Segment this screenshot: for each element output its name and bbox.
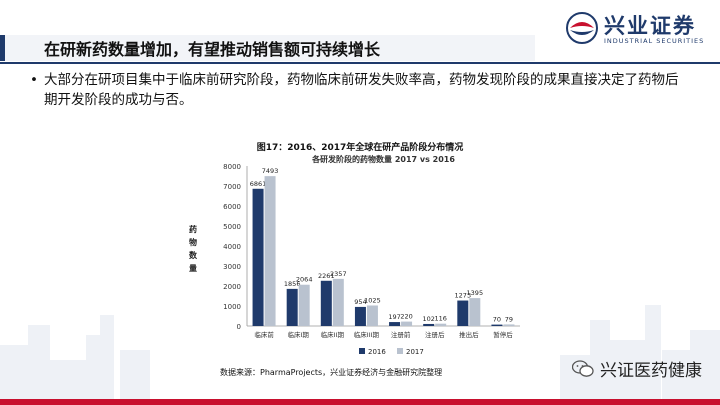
- header-divider: [0, 62, 720, 64]
- wechat-icon: [572, 359, 594, 377]
- data-label: 954: [354, 298, 366, 306]
- y-tick-label: 2000: [223, 283, 241, 291]
- bullet-point: • 大部分在研项目集中于临床前研究阶段，药物临床前研发失败率高，药物发现阶段的成…: [30, 70, 684, 110]
- bar-2017: [503, 324, 515, 326]
- y-tick-label: 5000: [223, 223, 241, 231]
- bar-2017: [264, 176, 276, 326]
- y-tick-label: 0: [237, 323, 241, 331]
- company-logo: 兴业证券 INDUSTRIAL SECURITIES: [566, 10, 706, 50]
- city-skyline-background: [0, 305, 720, 405]
- chart-title: 各研发阶段的药物数量 2017 vs 2016: [311, 154, 455, 164]
- y-tick-label: 7000: [223, 183, 241, 191]
- y-axis-label: 数: [189, 250, 198, 260]
- data-label: 2357: [330, 270, 347, 278]
- data-label: 2064: [296, 276, 313, 284]
- data-label: 70: [493, 316, 501, 324]
- wechat-watermark: 兴证医药健康: [572, 356, 702, 381]
- legend-label: 2017: [406, 348, 424, 356]
- logo-english-name: INDUSTRIAL SECURITIES: [604, 37, 705, 45]
- data-label: 79: [505, 315, 513, 323]
- bar-2016: [457, 300, 469, 326]
- x-tick-label: 注册后: [425, 330, 445, 339]
- data-label: 1273: [455, 292, 472, 300]
- data-label: 1395: [467, 289, 484, 297]
- y-axis-label: 量: [189, 263, 197, 273]
- slide-title: 在研新药数量增加，有望推动销售额可持续增长: [44, 40, 381, 59]
- data-label: 116: [434, 315, 446, 323]
- data-label: 6861: [250, 180, 267, 188]
- bullet-dot-icon: •: [30, 72, 38, 88]
- bar-2017: [298, 284, 310, 326]
- watermark-text: 兴证医药健康: [600, 361, 702, 381]
- bar-2016: [423, 323, 435, 326]
- slide-header: 在研新药数量增加，有望推动销售额可持续增长 兴业证券 INDUSTRIAL SE…: [0, 0, 720, 64]
- bar-2016: [252, 188, 264, 326]
- data-label: 102: [422, 315, 434, 323]
- y-tick-label: 6000: [223, 203, 241, 211]
- bar-2017: [401, 321, 413, 326]
- logo-chinese-name: 兴业证券: [604, 13, 696, 38]
- bar-chart: 各研发阶段的药物数量 2017 vs 2016 药物数量 0 1000 2000 3000…: [189, 154, 520, 356]
- x-tick-label: 临床III期: [354, 330, 380, 339]
- data-source: 数据来源：PharmaProjects，兴业证券经济与金融研究院整理: [220, 368, 443, 377]
- bar-2017: [469, 298, 481, 326]
- title-bar: [0, 35, 535, 61]
- data-label: 1856: [284, 280, 301, 288]
- data-label: 1025: [364, 297, 381, 305]
- bar-2016: [286, 288, 298, 326]
- legend-swatch: [397, 348, 403, 354]
- y-tick-label: 4000: [223, 243, 241, 251]
- x-tick-label: 推出后: [459, 330, 479, 339]
- x-tick-label: 临床II期: [321, 330, 345, 339]
- data-label: 7493: [262, 167, 279, 175]
- bar-2016: [320, 280, 332, 326]
- bar-2016: [354, 306, 366, 326]
- data-label: 197: [388, 313, 400, 321]
- bar-2016: [491, 324, 503, 326]
- y-tick-label: 1000: [223, 303, 241, 311]
- data-label: 220: [400, 313, 412, 321]
- legend-label: 2016: [368, 348, 386, 356]
- x-tick-label: 临床I期: [287, 330, 309, 339]
- x-tick-label: 临床前: [254, 330, 274, 339]
- x-tick-label: 暂停后: [493, 330, 513, 339]
- y-axis-label: 物: [189, 237, 197, 247]
- legend-swatch: [359, 348, 365, 354]
- bullet-text: 大部分在研项目集中于临床前研究阶段，药物临床前研发失败率高，药物发现阶段的成果直…: [44, 72, 679, 108]
- y-tick-label: 3000: [223, 263, 241, 271]
- bar-2017: [435, 323, 447, 326]
- y-axis-label: 药: [189, 224, 197, 234]
- y-tick-label: 8000: [223, 163, 241, 171]
- bar-2016: [389, 322, 401, 326]
- figure-caption: 图17：2016、2017年全球在研产品阶段分布情况: [256, 143, 464, 153]
- data-label: 2261: [318, 272, 335, 280]
- logo-mark-icon: [566, 12, 598, 44]
- bar-2017: [366, 305, 378, 326]
- bar-2017: [332, 278, 344, 326]
- x-tick-label: 注册前: [391, 330, 411, 339]
